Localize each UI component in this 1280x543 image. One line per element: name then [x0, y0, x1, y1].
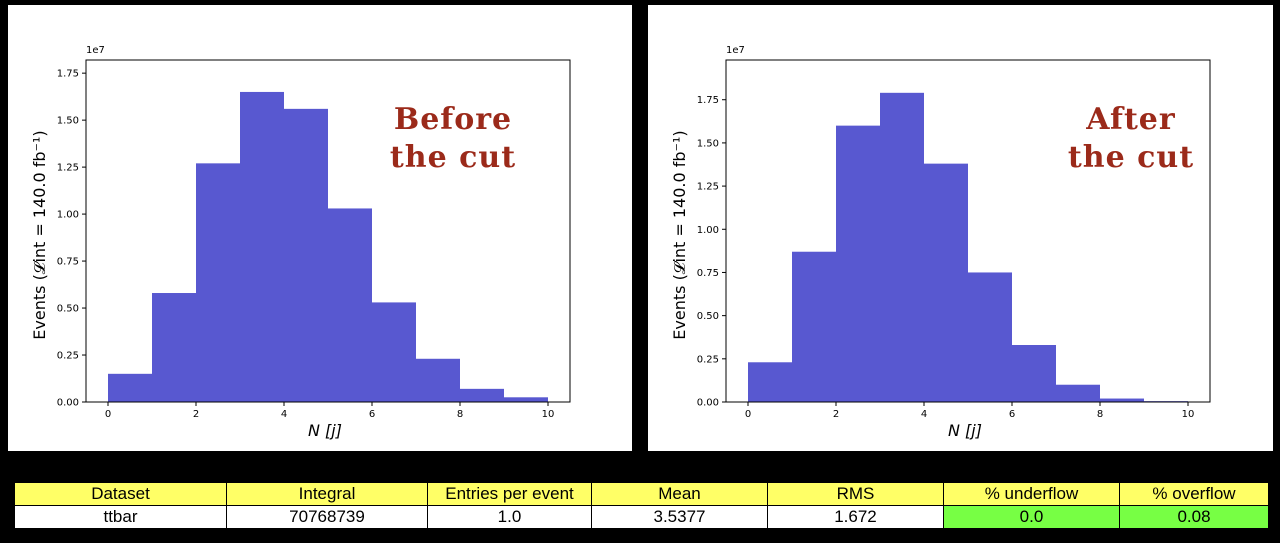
y-tick-label: 1.75 — [697, 95, 719, 106]
histogram-before-panel: 0 2 4 6 8 10 0.00 0.25 0.50 0.75 1.00 1.25 1.50 1.75 … — [8, 5, 632, 451]
x-tick-label: 6 — [369, 409, 375, 420]
y-tick-label: 1.50 — [697, 138, 719, 149]
cell-overflow: 0.08 — [1119, 505, 1269, 529]
table-header-row: Dataset Integral Entries per event Mean … — [14, 482, 1269, 506]
y-scale-multiplier: 1e7 — [86, 45, 105, 56]
table-row: ttbar 70768739 1.0 3.5377 1.672 0.0 0.08 — [14, 505, 1269, 529]
plot-frame — [85, 59, 571, 403]
x-tick-label: 8 — [1097, 409, 1103, 420]
cell-entries-per-event: 1.0 — [427, 505, 592, 529]
y-tick-label: 0.50 — [697, 311, 719, 322]
after-cut-annotation: After the cut — [1056, 101, 1206, 177]
header-dataset: Dataset — [14, 482, 227, 506]
y-tick-label: 1.50 — [57, 116, 79, 127]
histogram-before-chart: 0 2 4 6 8 10 0.00 0.25 0.50 0.75 1.00 1.25 1.50 1.75 — [57, 59, 571, 420]
histogram-bar — [1100, 398, 1144, 402]
y-tick-label: 0.25 — [57, 351, 79, 362]
cell-underflow: 0.0 — [943, 505, 1120, 529]
histogram-bar — [1056, 384, 1100, 402]
histogram-bar — [152, 293, 196, 402]
y-tick-label: 0.00 — [697, 398, 719, 409]
y-axis-label: Events (𝓛int = 140.0 fb⁻¹) — [670, 130, 689, 340]
histogram-bar — [924, 163, 968, 402]
header-overflow: % overflow — [1119, 482, 1269, 506]
x-tick-label: 6 — [1009, 409, 1015, 420]
histogram-bar — [372, 302, 416, 402]
y-tick-label: 1.75 — [57, 69, 79, 80]
x-tick-label: 2 — [833, 409, 839, 420]
cell-integral: 70768739 — [226, 505, 428, 529]
annotation-line-1: After — [1086, 102, 1176, 137]
histogram-bar — [108, 373, 152, 402]
histogram-bar — [836, 125, 880, 403]
plot-frame — [725, 59, 1211, 403]
x-tick-label: 8 — [457, 409, 463, 420]
annotation-line-1: Before — [393, 102, 513, 137]
histogram-bar — [328, 208, 372, 402]
cell-mean: 3.5377 — [591, 505, 768, 529]
annotation-line-2: the cut — [1067, 140, 1195, 175]
histogram-bar — [1012, 345, 1056, 402]
header-mean: Mean — [591, 482, 768, 506]
header-underflow: % underflow — [943, 482, 1120, 506]
histogram-bar — [284, 108, 328, 402]
header-entries-per-event: Entries per event — [427, 482, 592, 506]
header-rms: RMS — [767, 482, 944, 506]
cell-rms: 1.672 — [767, 505, 944, 529]
header-integral: Integral — [226, 482, 428, 506]
histogram-bar — [416, 358, 460, 402]
x-axis-label: N [j] — [308, 421, 342, 440]
histogram-bar — [504, 397, 548, 402]
y-tick-label: 1.00 — [57, 210, 79, 221]
x-tick-label: 2 — [193, 409, 199, 420]
x-axis-label: N [j] — [948, 421, 982, 440]
y-tick-label: 0.75 — [57, 257, 79, 268]
x-tick-label: 4 — [281, 409, 287, 420]
y-scale-multiplier: 1e7 — [726, 45, 745, 56]
cell-dataset: ttbar — [14, 505, 227, 529]
y-tick-label: 1.25 — [57, 163, 79, 174]
x-tick-label: 4 — [921, 409, 927, 420]
x-tick-label: 0 — [745, 409, 751, 420]
y-tick-label: 0.00 — [57, 398, 79, 409]
statistics-table: Dataset Integral Entries per event Mean … — [14, 482, 1269, 529]
histogram-bar — [748, 362, 792, 402]
histogram-bar — [880, 92, 924, 403]
y-tick-label: 0.50 — [57, 304, 79, 315]
annotation-line-2: the cut — [389, 140, 517, 175]
x-tick-label: 0 — [105, 409, 111, 420]
y-tick-label: 0.75 — [697, 268, 719, 279]
histogram-bar — [240, 91, 284, 402]
histogram-bar — [196, 163, 240, 402]
x-tick-label: 10 — [542, 409, 555, 420]
x-tick-label: 10 — [1182, 409, 1195, 420]
histogram-after-panel: 0 2 4 6 8 10 0.00 0.25 0.50 0.75 1.00 1.25 1.50 1.75 … — [648, 5, 1273, 451]
y-tick-label: 1.25 — [697, 182, 719, 193]
y-axis-label: Events (𝓛int = 140.0 fb⁻¹) — [30, 130, 49, 340]
y-tick-label: 0.25 — [697, 354, 719, 365]
y-tick-label: 1.00 — [697, 225, 719, 236]
histogram-bar — [460, 388, 504, 402]
histogram-bar — [968, 272, 1012, 402]
histogram-bar — [792, 251, 836, 402]
histogram-after-chart: 0 2 4 6 8 10 0.00 0.25 0.50 0.75 1.00 1.25 1.50 1.75 — [697, 59, 1211, 420]
before-cut-annotation: Before the cut — [383, 101, 523, 177]
